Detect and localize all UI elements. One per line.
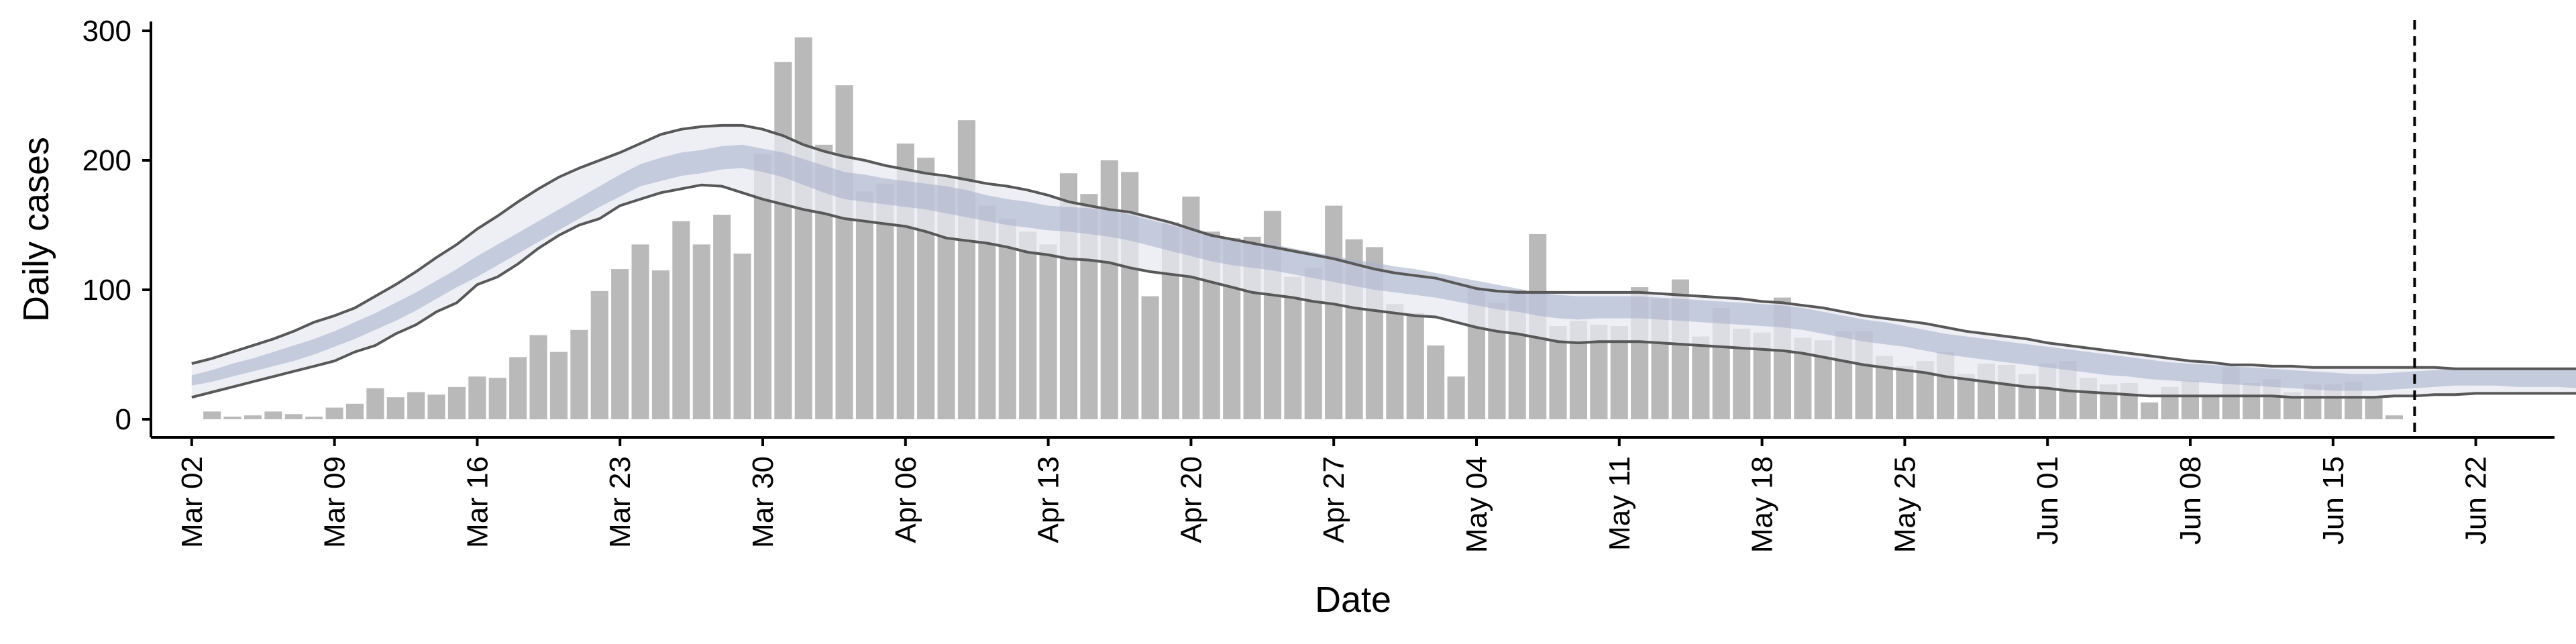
inner-interval-band <box>191 144 2576 391</box>
bar <box>345 403 364 419</box>
bar <box>2365 396 2383 419</box>
bar <box>407 392 425 419</box>
x-tick-label: Jun 22 <box>2460 456 2493 545</box>
interval-upper-line <box>191 123 2576 370</box>
bar <box>366 388 384 419</box>
bar <box>264 411 282 419</box>
x-tick-label: Mar 16 <box>461 456 494 548</box>
bar <box>244 415 262 419</box>
outer-interval-band <box>191 125 2576 398</box>
bar <box>1121 172 1139 419</box>
bar <box>447 386 466 420</box>
x-tick-label: Apr 20 <box>1175 456 1208 543</box>
bar <box>325 407 343 419</box>
x-tick-label: Jun 15 <box>2317 456 2350 545</box>
x-tick-label: Apr 06 <box>890 456 922 543</box>
y-tick-label: 0 <box>115 403 131 436</box>
bar <box>611 269 629 419</box>
bar <box>1896 366 1914 419</box>
bar <box>998 218 1016 419</box>
x-tick-label: May 04 <box>1460 456 1493 553</box>
y-tick-label: 100 <box>83 274 131 307</box>
x-tick-label: Apr 27 <box>1318 456 1350 543</box>
bar <box>203 411 221 419</box>
bar <box>774 62 792 420</box>
bar <box>835 85 853 419</box>
bar <box>733 254 751 419</box>
bar <box>713 215 731 419</box>
y-tick-label: 300 <box>83 15 131 48</box>
bar <box>488 378 506 419</box>
bar <box>2202 396 2220 419</box>
bar <box>1447 376 1465 419</box>
bar <box>1284 276 1302 419</box>
bar <box>1386 304 1404 419</box>
x-tick-label: Mar 09 <box>319 456 352 548</box>
bar <box>1100 160 1118 419</box>
bar <box>651 270 669 419</box>
bar <box>631 244 649 419</box>
bar <box>1406 313 1424 419</box>
y-axis-ticks: 0 100 200 300 <box>83 15 151 436</box>
bar <box>509 357 527 419</box>
x-tick-label: Mar 23 <box>604 456 637 548</box>
bar <box>549 352 568 419</box>
axes <box>150 21 2555 439</box>
bar <box>957 120 975 419</box>
bar <box>672 221 690 419</box>
bar <box>1263 211 1281 419</box>
bar <box>468 376 486 419</box>
x-axis-ticks: Mar 02 Mar 09 Mar 16 Mar 23 Mar 30 Apr 06 Apr … <box>176 437 2493 553</box>
bar <box>2141 402 2159 419</box>
bar <box>855 191 873 419</box>
x-tick-label: May 25 <box>1888 456 1921 553</box>
y-axis-title: Daily cases <box>16 137 56 322</box>
bar <box>1957 374 1975 419</box>
x-tick-label: Jun 08 <box>2174 456 2207 545</box>
bar <box>284 414 303 419</box>
bar <box>529 335 547 420</box>
x-axis-title: Date <box>1315 580 1391 620</box>
x-tick-label: Jun 01 <box>2031 456 2064 545</box>
bar <box>1427 345 1445 419</box>
bar <box>570 329 588 419</box>
bar <box>1325 205 1343 419</box>
plot-area <box>191 20 2576 437</box>
bar <box>1039 244 1057 419</box>
x-tick-label: May 11 <box>1603 456 1636 551</box>
bar <box>223 417 241 419</box>
bar <box>590 290 608 419</box>
x-tick-label: Apr 13 <box>1032 456 1065 543</box>
bar <box>1141 296 1159 419</box>
x-tick-label: May 18 <box>1746 456 1779 553</box>
bar <box>386 397 405 419</box>
interval-lower-line <box>191 183 2576 399</box>
x-tick-label: Mar 02 <box>176 456 209 548</box>
bar <box>305 417 323 419</box>
y-tick-label: 200 <box>83 144 131 177</box>
bar <box>1692 336 1710 419</box>
bar <box>794 37 812 420</box>
x-tick-label: Mar 30 <box>747 456 780 548</box>
bar <box>2385 415 2403 419</box>
bar <box>692 244 710 419</box>
bar <box>1019 231 1037 419</box>
bar <box>427 394 445 419</box>
